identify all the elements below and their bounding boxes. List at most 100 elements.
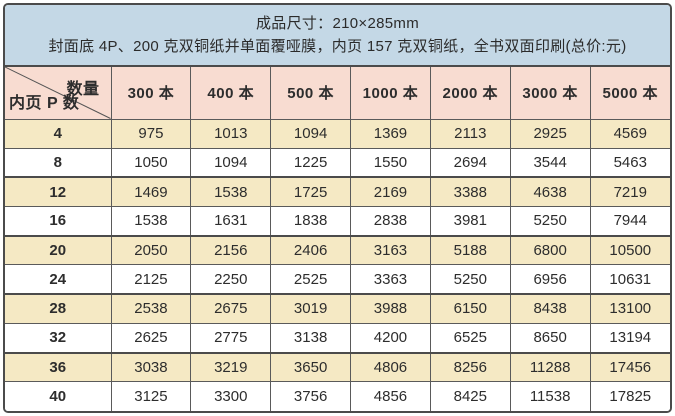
price-cell: 1550 xyxy=(350,147,431,179)
price-cell: 6956 xyxy=(509,264,591,296)
price-cell: 2406 xyxy=(270,235,352,266)
price-cell: 1538 xyxy=(190,176,272,208)
price-cell: 3988 xyxy=(350,293,431,324)
header-row: 数量 内页 P 数 300 本 400 本 500 本 1000 本 2000 … xyxy=(5,67,670,120)
price-cell: 4638 xyxy=(509,176,591,208)
price-cell: 2775 xyxy=(190,322,272,354)
table-row: 12 1469 1538 1725 2169 3388 4638 7219 xyxy=(5,176,670,208)
price-cell: 4806 xyxy=(350,351,431,383)
row-pages-label: 8 xyxy=(5,147,112,179)
price-cell: 13100 xyxy=(589,293,670,324)
price-cell: 2538 xyxy=(110,293,192,324)
price-cell: 1538 xyxy=(110,206,192,237)
price-cell: 3125 xyxy=(110,381,192,411)
table-row: 4 975 1013 1094 1369 2113 2925 4569 xyxy=(5,118,670,149)
price-cell: 3756 xyxy=(270,381,352,411)
column-header-300: 300 本 xyxy=(110,67,192,120)
price-cell: 8438 xyxy=(509,293,591,324)
price-cell: 6525 xyxy=(429,322,511,354)
price-cell: 13194 xyxy=(589,322,670,354)
table-row: 24 2125 2250 2525 3363 5250 6956 10631 xyxy=(5,264,670,296)
top-banner: 成品尺寸：210×285mm 封面底 4P、200 克双铜纸并单面覆哑膜，内页 … xyxy=(5,5,670,67)
banner-line2: 封面底 4P、200 克双铜纸并单面覆哑膜，内页 157 克双铜纸，全书双面印刷… xyxy=(48,38,627,55)
price-cell: 4200 xyxy=(350,322,431,354)
price-cell: 7219 xyxy=(589,176,670,208)
price-cell: 17456 xyxy=(589,351,670,383)
table-row: 28 2538 2675 3019 3988 6150 8438 13100 xyxy=(5,293,670,324)
table-row: 32 2625 2775 3138 4200 6525 8650 13194 xyxy=(5,322,670,354)
price-cell: 5188 xyxy=(429,235,511,266)
column-header-1000: 1000 本 xyxy=(350,67,431,120)
price-table-body: 4 975 1013 1094 1369 2113 2925 4569 8 1050 1094 122… xyxy=(5,118,670,411)
price-cell: 11288 xyxy=(509,351,591,383)
price-cell: 4856 xyxy=(350,381,431,411)
corner-cell: 数量 内页 P 数 xyxy=(5,67,112,120)
price-cell: 2694 xyxy=(429,147,511,179)
price-cell: 2125 xyxy=(110,264,192,296)
price-cell: 975 xyxy=(110,118,192,149)
price-cell: 1631 xyxy=(190,206,272,237)
price-cell: 7944 xyxy=(589,206,670,237)
column-header-400: 400 本 xyxy=(190,67,272,120)
price-cell: 1050 xyxy=(110,147,192,179)
column-header-2000: 2000 本 xyxy=(429,67,511,120)
price-cell: 2625 xyxy=(110,322,192,354)
price-cell: 11538 xyxy=(509,381,591,411)
price-cell: 8425 xyxy=(429,381,511,411)
diagonal-line xyxy=(5,67,111,119)
corner-pages-label: 内页 P 数 xyxy=(9,94,80,112)
price-cell: 1225 xyxy=(270,147,352,179)
row-pages-label: 32 xyxy=(5,322,112,354)
price-cell: 2525 xyxy=(270,264,352,296)
price-cell: 2156 xyxy=(190,235,272,266)
table-row: 16 1538 1631 1838 2838 3981 5250 7944 xyxy=(5,206,670,237)
price-cell: 3163 xyxy=(350,235,431,266)
price-cell: 1725 xyxy=(270,176,352,208)
price-cell: 17825 xyxy=(589,381,670,411)
row-pages-label: 24 xyxy=(5,264,112,296)
price-cell: 3544 xyxy=(509,147,591,179)
price-cell: 10631 xyxy=(589,264,670,296)
corner-quantity-label: 数量 xyxy=(66,81,100,98)
price-cell: 1013 xyxy=(190,118,272,149)
price-cell: 3981 xyxy=(429,206,511,237)
column-header-5000: 5000 本 xyxy=(589,67,670,120)
price-cell: 5250 xyxy=(509,206,591,237)
price-cell: 1838 xyxy=(270,206,352,237)
price-cell: 5250 xyxy=(429,264,511,296)
price-cell: 3363 xyxy=(350,264,431,296)
price-cell: 10500 xyxy=(589,235,670,266)
row-pages-label: 40 xyxy=(5,381,112,411)
price-cell: 3219 xyxy=(190,351,272,383)
price-cell: 3388 xyxy=(429,176,511,208)
table-row: 40 3125 3300 3756 4856 8425 11538 17825 xyxy=(5,381,670,411)
row-pages-label: 36 xyxy=(5,351,112,383)
price-cell: 3300 xyxy=(190,381,272,411)
row-pages-label: 20 xyxy=(5,235,112,266)
price-cell: 8256 xyxy=(429,351,511,383)
table-row: 8 1050 1094 1225 1550 2694 3544 5463 xyxy=(5,147,670,179)
price-cell: 4569 xyxy=(589,118,670,149)
price-cell: 6800 xyxy=(509,235,591,266)
price-sheet: 成品尺寸：210×285mm 封面底 4P、200 克双铜纸并单面覆哑膜，内页 … xyxy=(3,3,672,413)
price-cell: 1094 xyxy=(270,118,352,149)
price-cell: 1094 xyxy=(190,147,272,179)
row-pages-label: 28 xyxy=(5,293,112,324)
price-cell: 2925 xyxy=(509,118,591,149)
column-header-500: 500 本 xyxy=(270,67,352,120)
price-cell: 2113 xyxy=(429,118,511,149)
row-pages-label: 4 xyxy=(5,118,112,149)
table-row: 20 2050 2156 2406 3163 5188 6800 10500 xyxy=(5,235,670,266)
table-row: 36 3038 3219 3650 4806 8256 11288 17456 xyxy=(5,351,670,383)
row-pages-label: 12 xyxy=(5,176,112,208)
price-cell: 2169 xyxy=(350,176,431,208)
banner-line1: 成品尺寸：210×285mm xyxy=(255,15,419,32)
row-pages-label: 16 xyxy=(5,206,112,237)
price-cell: 1469 xyxy=(110,176,192,208)
price-table: 数量 内页 P 数 300 本 400 本 500 本 1000 本 2000 … xyxy=(5,67,670,411)
price-cell: 2050 xyxy=(110,235,192,266)
price-cell: 3650 xyxy=(270,351,352,383)
price-cell: 3019 xyxy=(270,293,352,324)
price-cell: 3038 xyxy=(110,351,192,383)
price-cell: 2675 xyxy=(190,293,272,324)
